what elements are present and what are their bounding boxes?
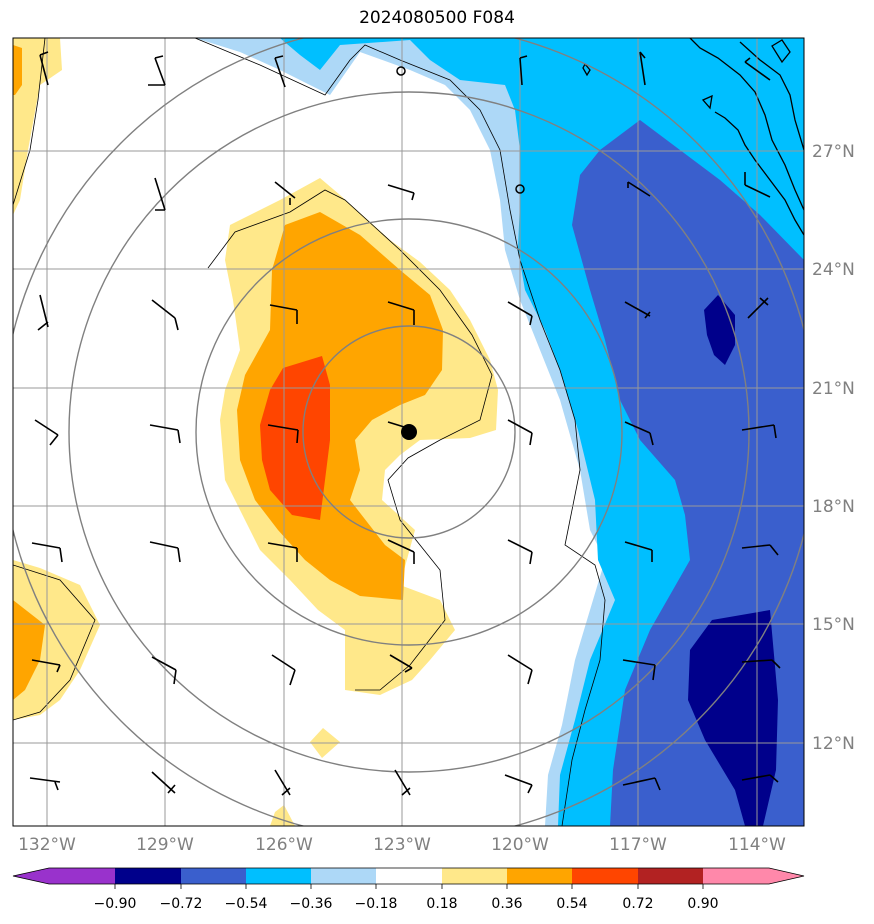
- map-frame: [12, 37, 805, 827]
- colorbar-tick-label: −0.18: [355, 896, 398, 912]
- colorbar-segment: [311, 868, 376, 884]
- fill-light-yellow-w2: [13, 38, 62, 215]
- colorbar-segment: [442, 868, 507, 884]
- colorbar-segment: [376, 868, 442, 884]
- calm-circle: [396, 66, 406, 76]
- colorbar-segment: [638, 868, 703, 884]
- lon-label: 120°W: [491, 835, 549, 855]
- colorbar-tick-label: 0.72: [622, 896, 653, 912]
- lat-label: 27°N: [812, 142, 855, 162]
- lon-label: 117°W: [609, 835, 667, 855]
- colorbar-extend-low: [13, 868, 49, 884]
- colorbar-segment: [703, 868, 769, 884]
- wind-barbs: [29, 51, 781, 796]
- colorbar-extend-high: [769, 868, 804, 884]
- lon-label: 123°W: [373, 835, 431, 855]
- lat-label: 15°N: [812, 615, 855, 635]
- range-rings: [13, 38, 804, 826]
- contour-lines: [13, 38, 606, 826]
- map-panel: [13, 38, 804, 826]
- colorbar: −0.90 −0.72 −0.54 −0.36 −0.18 0.18 0.36 …: [12, 867, 805, 912]
- lon-label: 132°W: [18, 835, 76, 855]
- gridlines: [13, 38, 804, 826]
- colorbar-segment: [115, 868, 181, 884]
- latitude-labels: 27°N 24°N 21°N 18°N 15°N 12°N: [812, 142, 855, 754]
- colorbar-segment: [507, 868, 572, 884]
- fill-light-yellow-w1: [13, 560, 100, 720]
- fill-orange-west: [13, 600, 45, 700]
- colorbar-tick-label: 0.54: [556, 896, 587, 912]
- storm-center-marker: [401, 424, 417, 440]
- fill-red-orange: [260, 356, 330, 520]
- colorbar-tick-label: −0.54: [225, 896, 268, 912]
- fill-navy-2: [688, 610, 778, 826]
- lat-label: 12°N: [812, 734, 855, 754]
- colorbar-outline: [12, 867, 805, 885]
- colorbar-segment: [49, 868, 115, 884]
- lon-label: 129°W: [136, 835, 194, 855]
- colorbar-segment: [246, 868, 311, 884]
- lon-label: 126°W: [255, 835, 313, 855]
- colorbar-tick-label: −0.36: [290, 896, 333, 912]
- colorbar-tick-label: 0.90: [687, 896, 718, 912]
- colorbar-tick-label: −0.72: [160, 896, 203, 912]
- colorbar-segment: [572, 868, 638, 884]
- fill-light-yellow-s2: [270, 805, 295, 826]
- calm-circle: [515, 184, 525, 194]
- colorbar-tick-label: 0.36: [491, 896, 522, 912]
- lat-label: 24°N: [812, 260, 855, 280]
- plot-title: 2024080500 F084: [359, 8, 515, 28]
- fill-orange-nw: [13, 45, 22, 95]
- colorbar-tick-label: −0.90: [94, 896, 137, 912]
- colorbar-segment: [181, 868, 246, 884]
- lat-label: 18°N: [812, 497, 855, 517]
- lat-label: 21°N: [812, 379, 855, 399]
- lon-label: 114°W: [728, 835, 786, 855]
- longitude-labels: 132°W 129°W 126°W 123°W 120°W 117°W 114°…: [18, 835, 786, 855]
- colorbar-tick-label: 0.18: [426, 896, 457, 912]
